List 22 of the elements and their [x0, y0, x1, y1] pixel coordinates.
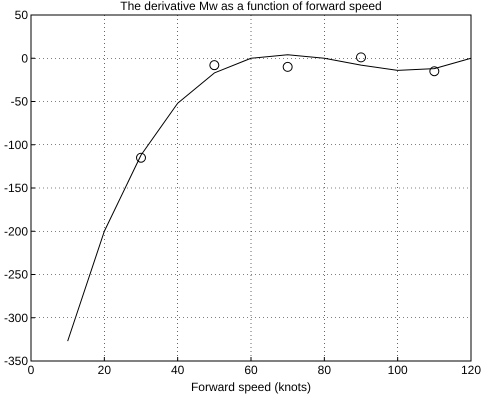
y-tick-label: -350: [4, 354, 28, 368]
y-tick-label: -300: [4, 310, 28, 325]
y-tick-label: -250: [4, 268, 28, 282]
point: [136, 152, 146, 163]
y-tick-label: -200: [4, 224, 28, 238]
x-tick-label: 40: [170, 363, 185, 377]
chart-title: The derivative Mw as a function of forward speed: [120, 0, 382, 13]
y-tick-label: -50: [10, 94, 28, 108]
point: [429, 66, 440, 76]
y-tick-label: 50: [14, 8, 28, 22]
x-tick-label: 100: [388, 363, 408, 377]
point: [282, 62, 293, 72]
point: [356, 52, 366, 62]
x-tick-label: 20: [98, 363, 112, 377]
x-tick-label: 60: [244, 363, 258, 377]
y-tick-label: -100: [4, 138, 28, 152]
x-axis-title: Forward speed (knots): [190, 380, 312, 394]
y-tick-label: -150: [4, 181, 28, 195]
y-tick-label: 0: [21, 51, 28, 66]
point: [209, 60, 220, 70]
x-tick-label: 80: [318, 363, 332, 377]
x-tick-label: 120: [460, 363, 482, 377]
